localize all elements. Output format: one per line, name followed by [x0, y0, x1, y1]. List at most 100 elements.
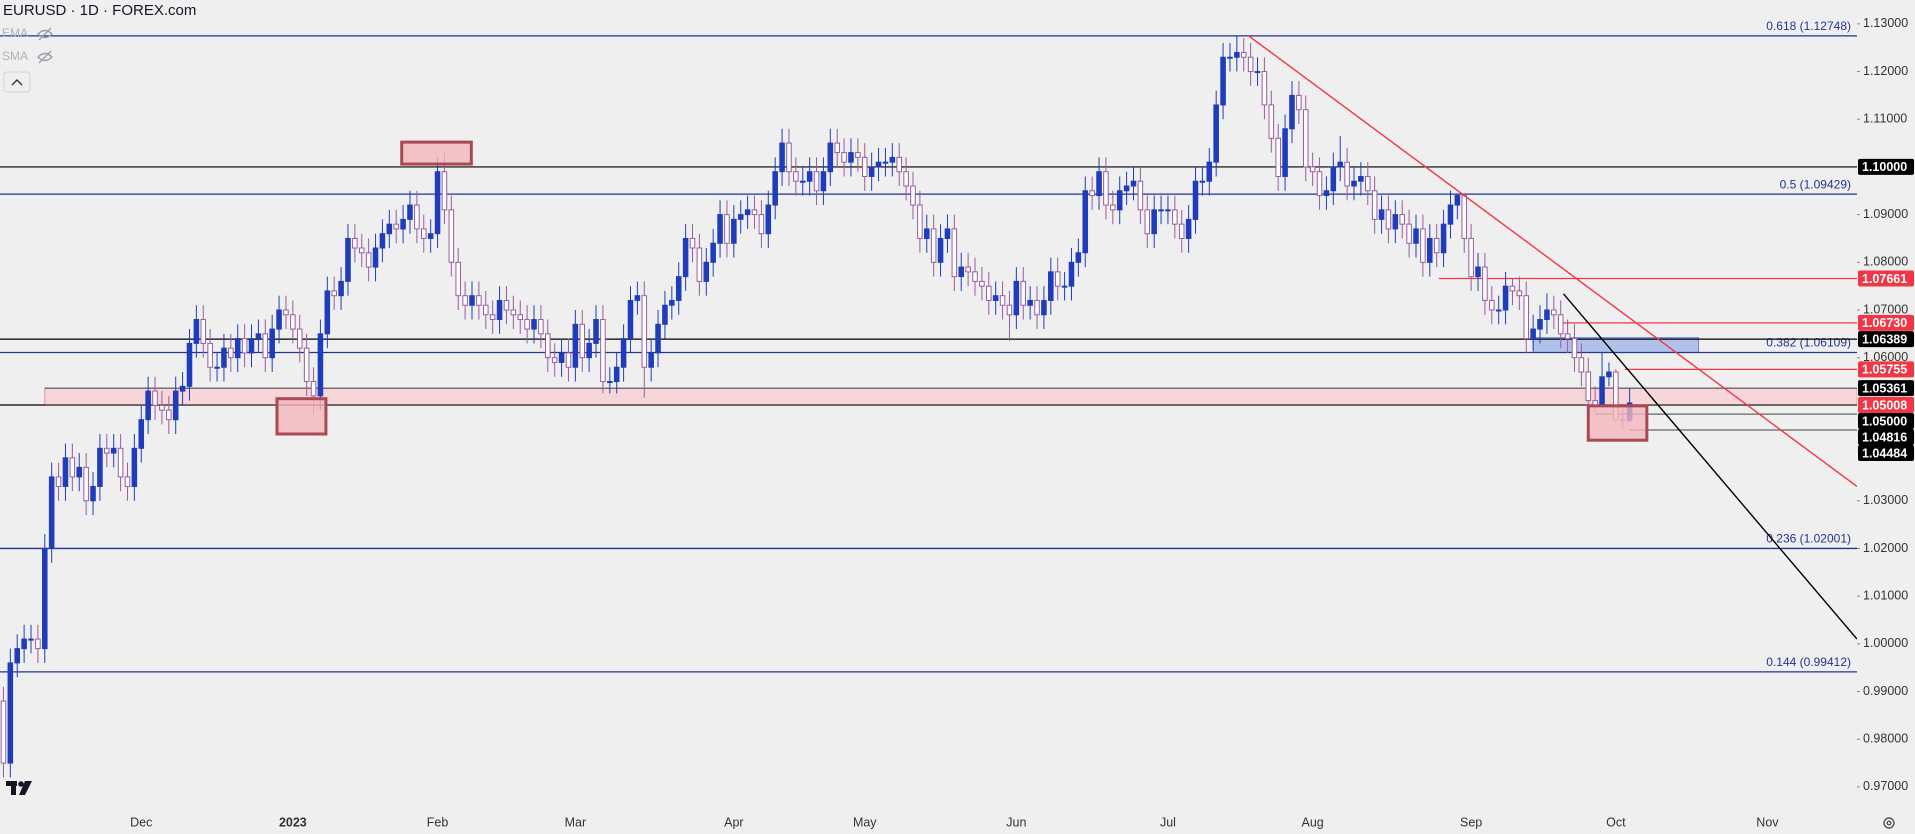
candle-body [813, 171, 820, 192]
candle-body [1571, 338, 1578, 359]
candle-body [0, 700, 7, 764]
candle-body [124, 476, 131, 487]
price-badge [1858, 413, 1914, 430]
candle-body [1006, 304, 1013, 316]
candle-body [234, 338, 241, 359]
candle-body [1227, 56, 1233, 59]
candle-body [1192, 180, 1199, 220]
candle-body [1378, 209, 1385, 220]
candle-body [607, 381, 613, 384]
price-badge [1858, 445, 1914, 462]
candle-body [159, 404, 165, 411]
candle-body [848, 152, 854, 163]
candle-body [55, 476, 62, 487]
zone [275, 397, 328, 436]
candle-body [228, 347, 234, 359]
candle-body [221, 347, 227, 368]
candle-body [310, 381, 317, 397]
candle-body [1495, 309, 1502, 312]
indicator-label[interactable]: EMA [2, 26, 28, 40]
candle-body [1440, 223, 1447, 254]
candle-body [703, 261, 710, 282]
x-tick-label: Mar [565, 815, 587, 829]
indicator-label[interactable]: SMA [2, 49, 28, 63]
candle-body [262, 333, 269, 359]
boxes-layer [275, 140, 1649, 442]
candle-body [545, 333, 551, 359]
candle-body [414, 204, 420, 230]
x-tick-label: Sep [1460, 815, 1482, 829]
price-badge [1858, 361, 1914, 378]
candle-body [799, 180, 806, 183]
candle-body [1530, 328, 1536, 340]
candle-body [772, 171, 778, 206]
price-badge [1858, 429, 1914, 446]
time-axis [0, 806, 1857, 834]
candle-body [627, 299, 634, 340]
candle-body [1206, 161, 1213, 182]
candle-body [1399, 214, 1405, 225]
candle-body [76, 466, 83, 478]
x-tick-label: Feb [427, 815, 449, 829]
candle-body [992, 295, 999, 301]
settings-icon[interactable] [1883, 817, 1895, 829]
candle-body [1523, 295, 1530, 340]
candle-body [586, 342, 592, 359]
candle-body [1041, 299, 1047, 316]
x-tick-label: Dec [130, 815, 152, 829]
candle-body [1461, 195, 1468, 239]
candle-body [634, 295, 641, 301]
y-tick-label: 1.07000 [1863, 302, 1908, 316]
price-badge [1858, 397, 1914, 414]
candle-body [724, 214, 730, 244]
candle-body [427, 233, 434, 239]
candle-body [186, 342, 193, 387]
price-badge-label: 1.05000 [1862, 414, 1907, 428]
candle-body [476, 295, 482, 306]
candle-body [214, 366, 220, 369]
candle-body [820, 171, 827, 192]
candle-body [1199, 180, 1206, 183]
candle-body [600, 319, 606, 383]
candle-body [903, 171, 909, 187]
candle-body [1110, 204, 1116, 211]
hidden-eye-icon[interactable] [37, 27, 53, 64]
candle-body [1578, 357, 1585, 373]
candle-body [834, 142, 840, 154]
candle-body [1254, 71, 1261, 74]
candle-body [655, 323, 661, 354]
candle-body [1502, 285, 1509, 311]
price-badge-label: 1.10000 [1862, 160, 1907, 174]
candle-body [35, 638, 41, 650]
candle-body [1048, 271, 1054, 301]
candle-body [1151, 209, 1157, 235]
candle-body [1468, 237, 1474, 278]
candle-body [469, 295, 475, 306]
candle-body [1599, 376, 1605, 406]
candle-body [1302, 109, 1309, 168]
zone [1586, 404, 1649, 442]
x-tick-label: Jul [1160, 815, 1176, 829]
candle-body [1082, 190, 1089, 254]
candle-body [117, 447, 124, 478]
candle-body [972, 271, 978, 282]
y-tick-label: 0.99000 [1863, 684, 1908, 698]
collapse-button[interactable] [3, 71, 31, 93]
candle-body [965, 266, 971, 273]
candle-body [303, 347, 310, 383]
candle-body [565, 352, 572, 368]
price-badge-label: 1.04816 [1862, 430, 1907, 444]
x-tick-label: Nov [1756, 815, 1779, 829]
x-tick-label: 2023 [279, 815, 307, 829]
candle-body [1234, 51, 1240, 58]
candle-body [420, 228, 427, 239]
candle-body [172, 390, 179, 421]
candle-body [675, 276, 682, 301]
candle-body [999, 295, 1006, 306]
candle-body [503, 299, 510, 311]
candle-body [434, 171, 441, 235]
candle-body [861, 156, 868, 177]
price-badge [1858, 380, 1914, 397]
candle-body [283, 309, 289, 316]
